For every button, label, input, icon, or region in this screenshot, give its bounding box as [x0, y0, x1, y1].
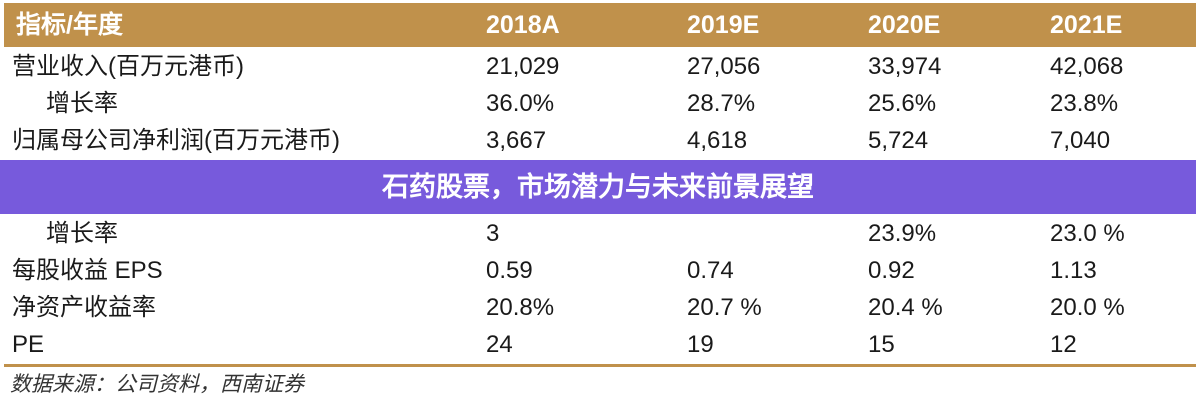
row-value: 0.59	[486, 257, 533, 284]
row-value: 23.9%	[868, 220, 937, 247]
table-row: 归属母公司净利润(百万元港币) 3,667 4,618 5,724 7,040	[0, 122, 1196, 159]
row-value: 12	[1050, 331, 1077, 358]
bottom-rule	[4, 364, 1196, 367]
row-label: 每股收益 EPS	[12, 257, 163, 284]
row-value: 20.0 %	[1050, 294, 1125, 321]
row-value: 4,618	[687, 127, 748, 154]
row-label: 增长率	[46, 90, 118, 117]
row-value: 27,056	[687, 53, 761, 80]
row-value: 25.6%	[868, 90, 937, 117]
row-value: 15	[868, 331, 895, 358]
row-value: 0.74	[687, 257, 734, 284]
row-label: 归属母公司净利润(百万元港币)	[12, 127, 340, 154]
row-label: PE	[12, 331, 45, 358]
row-value: 42,068	[1050, 53, 1124, 80]
row-label: 增长率	[46, 220, 118, 247]
table-row: 营业收入(百万元港币) 21,029 27,056 33,974 42,068	[0, 48, 1196, 85]
header-2019e: 2019E	[687, 11, 760, 39]
banner-title: 石药股票，市场潜力与未来前景展望	[382, 172, 814, 202]
row-value: 3	[486, 220, 500, 247]
row-value: 0.92	[868, 257, 915, 284]
row-value: 24	[486, 331, 513, 358]
table-row: 增长率 3 23.9% 23.0 %	[0, 215, 1196, 252]
row-value: 21,029	[486, 53, 560, 80]
table-row: 净资产收益率 20.8% 20.7 % 20.4 % 20.0 %	[0, 289, 1196, 326]
row-value: 36.0%	[486, 90, 555, 117]
header-label: 指标/年度	[16, 11, 123, 39]
header-2021e: 2021E	[1050, 11, 1123, 39]
row-value: 19	[687, 331, 714, 358]
header-2018a: 2018A	[486, 11, 560, 39]
row-value: 23.8%	[1050, 90, 1119, 117]
row-value: 23.0 %	[1050, 220, 1125, 247]
table-row: 每股收益 EPS 0.59 0.74 0.92 1.13	[0, 252, 1196, 289]
title-banner: 石药股票，市场潜力与未来前景展望	[0, 160, 1196, 214]
row-value: 3,667	[486, 127, 547, 154]
row-value: 1.13	[1050, 257, 1097, 284]
row-label: 营业收入(百万元港币)	[12, 53, 244, 80]
row-value: 33,974	[868, 53, 942, 80]
table-row: PE 24 19 15 12	[0, 326, 1196, 363]
row-value: 20.4 %	[868, 294, 943, 321]
row-value: 28.7%	[687, 90, 756, 117]
row-value: 20.8%	[486, 294, 555, 321]
source-note: 数据来源：公司资料，西南证券	[10, 372, 304, 396]
row-value: 20.7 %	[687, 294, 762, 321]
row-label: 净资产收益率	[12, 294, 156, 321]
row-value: 5,724	[868, 127, 929, 154]
header-2020e: 2020E	[868, 11, 941, 39]
table-header: 指标/年度 2018A 2019E 2020E 2021E	[4, 3, 1196, 47]
table-row: 增长率 36.0% 28.7% 25.6% 23.8%	[0, 85, 1196, 122]
row-value: 7,040	[1050, 127, 1111, 154]
